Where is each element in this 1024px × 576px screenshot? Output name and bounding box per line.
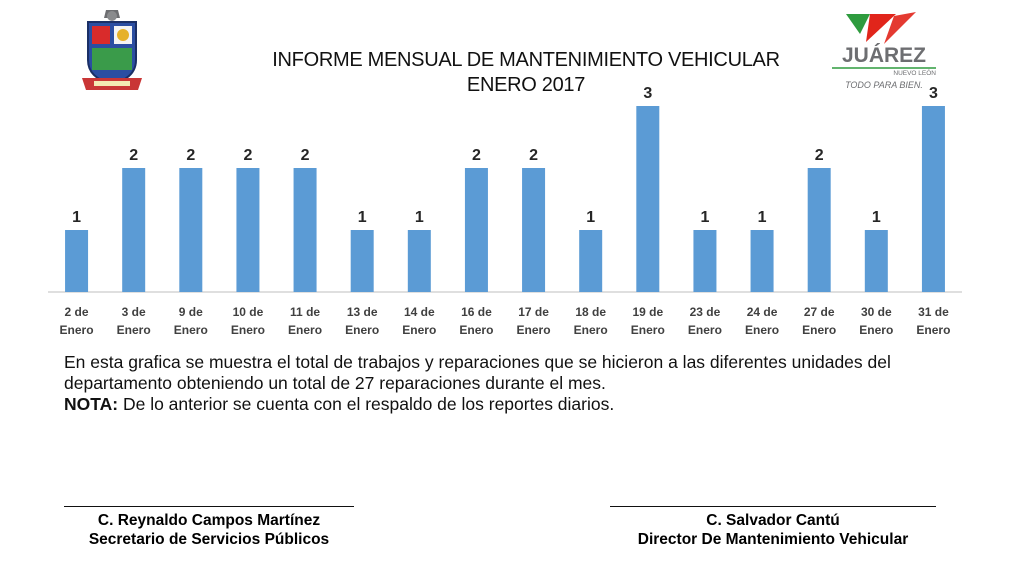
signer-name: C. Salvador Cantú [706, 512, 840, 529]
x-tick-label: 27 de Enero [802, 305, 836, 337]
bar [350, 230, 374, 292]
bar [407, 230, 431, 292]
municipal-coat-of-arms-icon [82, 10, 142, 90]
logo-name: JUÁREZ [842, 44, 926, 67]
bar [236, 168, 260, 292]
bar [464, 168, 488, 292]
bar [921, 106, 945, 292]
x-tick-label: 16 de Enero [459, 305, 493, 337]
signature-block-right: C. Salvador Cantú Director De Mantenimie… [610, 492, 936, 549]
juarez-logo: JUÁREZ NUEVO LEÓN TODO PARA BIEN. [832, 12, 936, 90]
bar [293, 168, 317, 292]
x-tick-label: 30 de Enero [859, 305, 893, 337]
title-line-1: INFORME MENSUAL DE MANTENIMIENTO VEHICUL… [272, 49, 780, 71]
page-title: INFORME MENSUAL DE MANTENIMIENTO VEHICUL… [226, 48, 826, 98]
x-tick-label: 3 de Enero [117, 305, 151, 337]
data-label: 2 [243, 147, 252, 164]
x-tick-label: 2 de Enero [60, 305, 94, 337]
x-tick-label: 14 de Enero [402, 305, 436, 337]
bar [522, 168, 546, 292]
data-label: 1 [358, 209, 367, 226]
x-tick-label: 10 de Enero [231, 305, 265, 337]
data-label: 2 [529, 147, 538, 164]
data-label: 3 [929, 85, 938, 102]
title-line-2: ENERO 2017 [466, 74, 586, 96]
x-tick-label: 17 de Enero [517, 305, 551, 337]
logo-subtitle: NUEVO LEÓN [893, 68, 936, 77]
data-label: 1 [872, 209, 881, 226]
note-label: NOTA: [64, 394, 119, 414]
signature-block-left: C. Reynaldo Campos Martínez Secretario d… [64, 492, 354, 549]
bar [179, 168, 203, 292]
bar [693, 230, 717, 292]
bar [65, 230, 89, 292]
x-tick-label: 9 de Enero [174, 305, 208, 337]
signature-line [64, 492, 354, 507]
signature-line [610, 492, 936, 507]
data-label: 1 [72, 209, 81, 226]
x-tick-label: 19 de Enero [631, 305, 665, 337]
data-label: 2 [301, 147, 310, 164]
data-label: 3 [643, 85, 652, 102]
data-label: 1 [700, 209, 709, 226]
data-label: 2 [815, 147, 824, 164]
bar [750, 230, 774, 292]
logo-slogan: TODO PARA BIEN. [845, 80, 923, 90]
data-label: 2 [129, 147, 138, 164]
x-tick-label: 11 de Enero [288, 305, 322, 337]
data-label: 2 [186, 147, 195, 164]
bar [807, 168, 831, 292]
x-tick-label: 24 de Enero [745, 305, 779, 337]
chart-description: En esta grafica se muestra el total de t… [64, 352, 994, 415]
bar [579, 230, 603, 292]
signer-role: Secretario de Servicios Públicos [88, 531, 330, 548]
x-tick-label: 13 de Enero [345, 305, 379, 337]
bar [864, 230, 888, 292]
signer-role: Director De Mantenimiento Vehicular [637, 531, 909, 548]
data-label: 2 [472, 147, 481, 164]
x-tick-label: 23 de Enero [688, 305, 722, 337]
data-label: 1 [586, 209, 595, 226]
x-tick-label: 18 de Enero [574, 305, 608, 337]
signer-name: C. Reynaldo Campos Martínez [97, 512, 321, 529]
data-label: 1 [415, 209, 424, 226]
description-text: En esta grafica se muestra el total de t… [64, 352, 891, 393]
bar [636, 106, 660, 292]
note-text: De lo anterior se cuenta con el respaldo… [118, 394, 615, 414]
data-label: 1 [758, 209, 767, 226]
x-tick-label: 31 de Enero [916, 305, 950, 337]
bar [122, 168, 146, 292]
